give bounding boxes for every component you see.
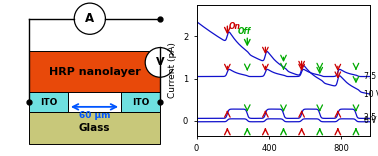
Circle shape bbox=[145, 48, 175, 77]
Text: ITO: ITO bbox=[40, 98, 57, 107]
Text: 2.5 V: 2.5 V bbox=[364, 113, 378, 122]
Bar bbox=[121, 92, 160, 112]
Text: V: V bbox=[156, 57, 164, 67]
Text: 0 V: 0 V bbox=[364, 116, 376, 125]
Text: Off: Off bbox=[238, 27, 251, 36]
Y-axis label: Current (pA): Current (pA) bbox=[169, 42, 177, 98]
Bar bbox=[29, 51, 160, 92]
Text: HRP nanolayer: HRP nanolayer bbox=[49, 67, 140, 77]
Text: On: On bbox=[229, 22, 241, 31]
Text: 10 V: 10 V bbox=[364, 90, 378, 99]
Text: Glass: Glass bbox=[79, 123, 110, 133]
Text: A: A bbox=[85, 12, 94, 25]
Bar bbox=[29, 112, 160, 144]
Text: 60 μm: 60 μm bbox=[79, 111, 110, 120]
Text: ITO: ITO bbox=[132, 98, 149, 107]
Text: 7.5 V: 7.5 V bbox=[364, 72, 378, 81]
Bar bbox=[29, 92, 68, 112]
Circle shape bbox=[74, 3, 105, 34]
